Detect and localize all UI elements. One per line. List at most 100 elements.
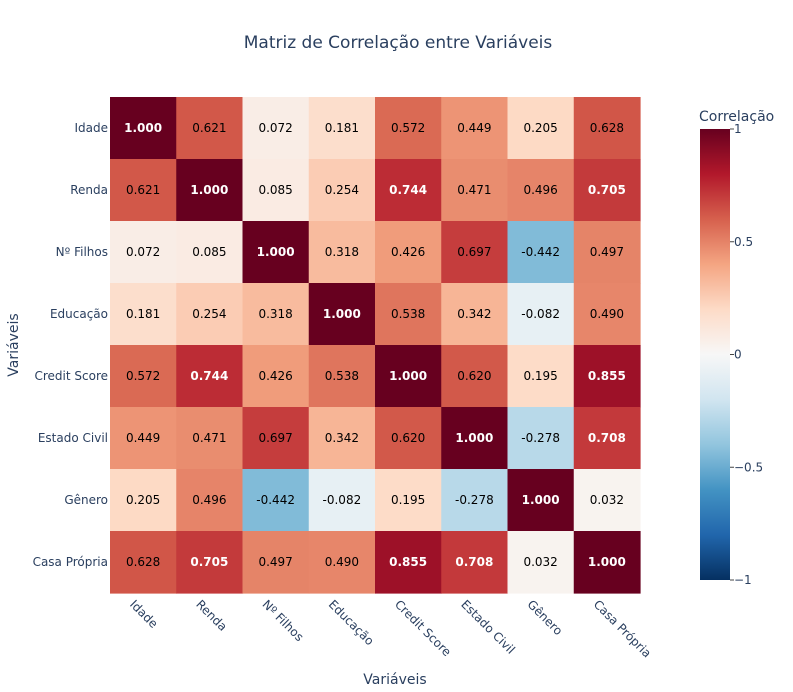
heatmap-cell <box>308 283 376 346</box>
heatmap-cell <box>573 97 641 160</box>
cell-value-label: 0.744 <box>190 369 228 383</box>
heatmap-cell <box>242 283 310 346</box>
cell-value-label: 0.342 <box>457 307 491 321</box>
x-tick-label: Idade <box>127 597 161 631</box>
cell-value-label: -0.082 <box>521 307 560 321</box>
cell-value-label: 0.254 <box>325 183 359 197</box>
x-tick-label: Nº Filhos <box>260 597 307 644</box>
heatmap-cell <box>110 407 177 470</box>
x-axis-tick-labels: Idade Renda Nº Filhos Educação Credit Score E… <box>127 597 654 660</box>
heatmap-cell <box>573 159 641 222</box>
y-tick-label: Renda <box>70 183 108 197</box>
cell-value-label: -0.442 <box>521 245 560 259</box>
heatmap-cell <box>176 221 244 284</box>
cell-value-label: 1.000 <box>455 431 493 445</box>
y-tick-label: Credit Score <box>34 369 108 383</box>
heatmap-cell <box>573 407 641 470</box>
heatmap-cell <box>176 283 244 346</box>
heatmap-cell <box>507 221 575 284</box>
cell-value-label: 1.000 <box>124 121 162 135</box>
colorbar-tick-label: 0 <box>734 348 742 362</box>
x-axis-title: Variáveis <box>363 672 426 688</box>
colorbar-tick-label: −0.5 <box>734 460 763 474</box>
cell-value-label: 0.426 <box>258 369 292 383</box>
heatmap-cell <box>242 531 310 594</box>
cell-value-label: 0.705 <box>588 183 626 197</box>
x-tick-label: Educação <box>326 597 377 648</box>
cell-value-label: 0.855 <box>389 555 427 569</box>
heatmap-cell <box>507 159 575 222</box>
cell-value-label: 1.000 <box>588 555 626 569</box>
cell-value-label: 0.497 <box>590 245 624 259</box>
y-tick-label: Gênero <box>64 493 108 507</box>
heatmap-cell <box>375 345 442 408</box>
heatmap-cell <box>242 159 310 222</box>
cell-value-label: 0.538 <box>325 369 359 383</box>
cell-value-label: 1.000 <box>389 369 427 383</box>
cell-value-label: 0.181 <box>126 307 160 321</box>
cell-value-label: 0.471 <box>457 183 491 197</box>
heatmap-cell <box>441 531 509 594</box>
x-tick-label: Credit Score <box>392 597 454 659</box>
cell-value-label: 0.072 <box>126 245 160 259</box>
cell-value-label: 0.072 <box>258 121 292 135</box>
y-tick-label: Estado Civil <box>38 431 108 445</box>
heatmap-cell <box>441 469 509 532</box>
cell-value-label: 0.318 <box>325 245 359 259</box>
x-tick-label: Estado Civil <box>458 597 518 657</box>
heatmap-cell <box>110 159 177 222</box>
heatmap-cell <box>441 97 509 160</box>
cell-value-label: 0.620 <box>391 431 425 445</box>
heatmap-cell <box>110 469 177 532</box>
heatmap-cell <box>375 283 442 346</box>
y-axis-tick-labels: Idade Renda Nº Filhos Educação Credit Score E… <box>33 121 108 569</box>
y-tick-label: Nº Filhos <box>56 245 108 259</box>
x-tick-label: Renda <box>193 597 230 634</box>
cell-value-label: 1.000 <box>257 245 295 259</box>
heatmap-cell <box>176 97 244 160</box>
heatmap-cell <box>375 469 442 532</box>
cell-value-label: 1.000 <box>522 493 560 507</box>
cell-value-label: 0.032 <box>523 555 557 569</box>
heatmap-cell <box>242 97 310 160</box>
heatmap-cell <box>375 531 442 594</box>
y-tick-label: Casa Própria <box>33 555 108 569</box>
cell-value-label: 0.744 <box>389 183 427 197</box>
heatmap-cell <box>573 221 641 284</box>
x-tick-label: Casa Própria <box>591 597 654 660</box>
heatmap-cell <box>573 469 641 532</box>
heatmap-cell <box>573 345 641 408</box>
heatmap-cell <box>507 407 575 470</box>
cell-value-label: -0.278 <box>521 431 560 445</box>
heatmap-cell <box>308 97 376 160</box>
cell-value-label: 0.195 <box>523 369 557 383</box>
heatmap-cell <box>441 221 509 284</box>
heatmap-cell <box>176 159 244 222</box>
cell-value-label: 0.705 <box>190 555 228 569</box>
cell-value-label: 0.538 <box>391 307 425 321</box>
heatmap-cell <box>375 159 442 222</box>
heatmap-cell <box>308 531 376 594</box>
heatmap-cell <box>507 469 575 532</box>
heatmap-cell <box>375 221 442 284</box>
cell-value-label: 0.855 <box>588 369 626 383</box>
heatmap-cell <box>308 159 376 222</box>
heatmap-cell <box>110 283 177 346</box>
cell-value-label: 0.708 <box>588 431 626 445</box>
heatmap-cell <box>573 531 641 594</box>
heatmap-cell <box>176 407 244 470</box>
heatmap-cell <box>110 531 177 594</box>
y-axis-title: Variáveis <box>6 313 22 376</box>
cell-value-label: 1.000 <box>323 307 361 321</box>
cell-value-label: 0.697 <box>457 245 491 259</box>
cell-value-label: 0.195 <box>391 493 425 507</box>
cell-value-label: 0.497 <box>258 555 292 569</box>
heatmap-cell <box>176 531 244 594</box>
heatmap-cell <box>441 407 509 470</box>
heatmap-cell <box>242 469 310 532</box>
y-tick-label: Educação <box>50 307 108 321</box>
cell-value-label: 0.085 <box>192 245 226 259</box>
cell-value-label: 0.471 <box>192 431 226 445</box>
heatmap-cell <box>308 469 376 532</box>
